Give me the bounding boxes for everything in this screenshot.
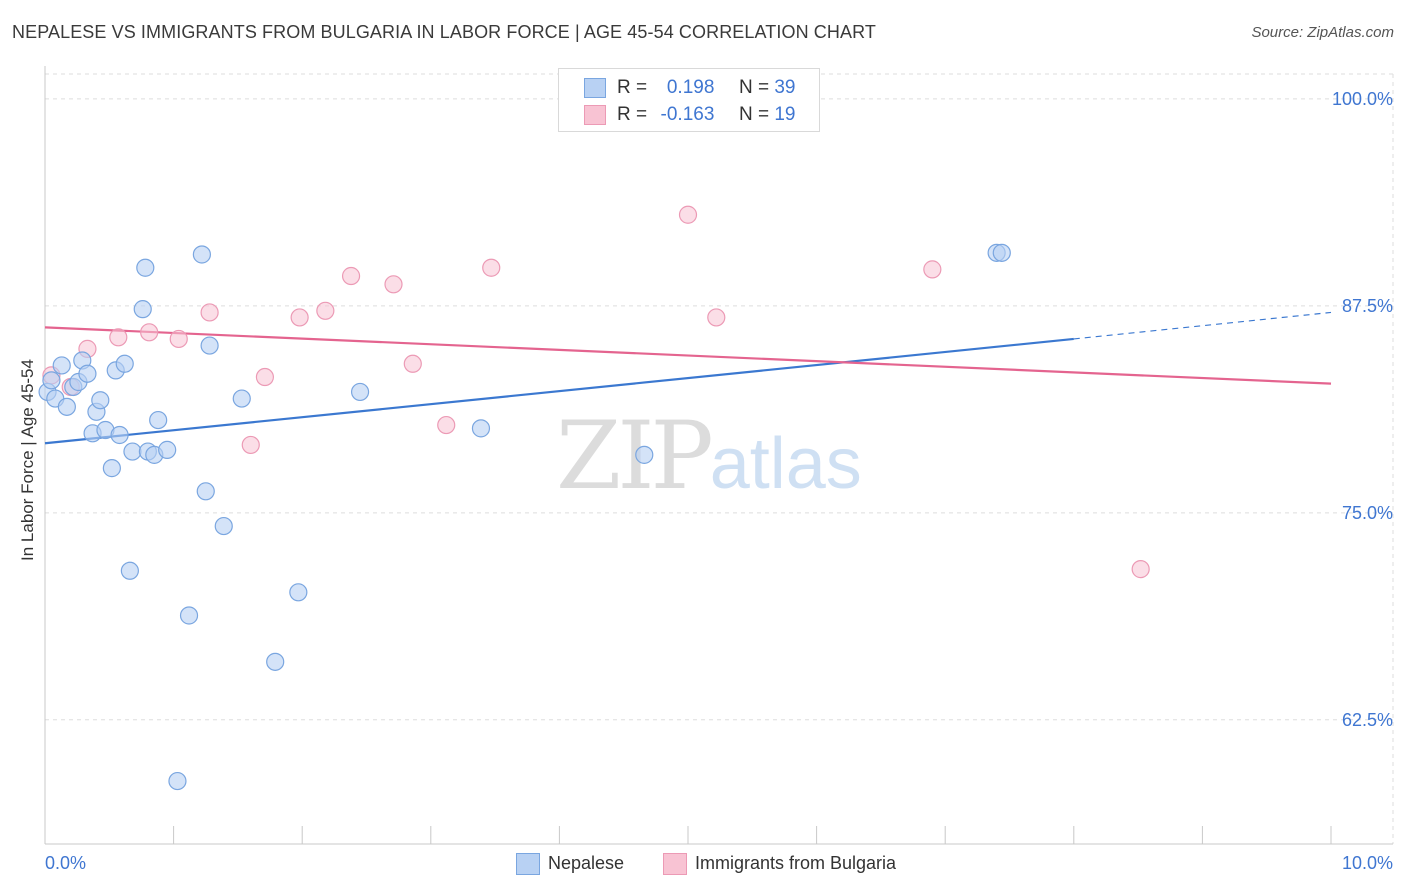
nepalese-point bbox=[149, 410, 168, 430]
r-value: -0.163 bbox=[660, 104, 715, 125]
bulgaria-point bbox=[109, 328, 128, 347]
nepalese-point bbox=[42, 371, 61, 390]
bulgaria-point bbox=[678, 205, 698, 224]
bulgaria-point bbox=[341, 266, 361, 286]
trend-lines bbox=[44, 311, 1332, 445]
source-credit: Source: ZipAtlas.com bbox=[1251, 24, 1394, 41]
nepalese-point bbox=[102, 459, 121, 478]
nepalese-point bbox=[214, 516, 233, 536]
nepalese-point bbox=[168, 771, 187, 791]
nepalese-point bbox=[52, 356, 71, 375]
nepalese-point bbox=[232, 389, 251, 408]
bulgaria-point bbox=[482, 258, 501, 277]
bulgaria-point bbox=[923, 260, 942, 279]
y-tick-label: 75.0% bbox=[1342, 503, 1393, 523]
nepalese-trend-line bbox=[44, 337, 1074, 445]
n-value: 19 bbox=[774, 104, 796, 125]
watermark: ZIPatlas bbox=[556, 402, 862, 511]
bulgaria-point bbox=[200, 303, 219, 322]
correlation-legend: R = 0.198 N = 39 R = -0.163 N = 19 bbox=[558, 68, 820, 132]
nepalese-point bbox=[133, 300, 152, 319]
n-label: N = bbox=[738, 104, 770, 125]
bulgaria-point bbox=[241, 435, 260, 455]
bulgaria-point bbox=[140, 323, 159, 342]
bulgaria-point bbox=[384, 275, 403, 294]
nepalese-point bbox=[192, 245, 211, 264]
tick-labels: 62.5% 75.0% 87.5% 100.0% 0.0% 10.0% bbox=[45, 89, 1393, 873]
bulgaria-swatch bbox=[584, 105, 606, 125]
y-tick-label: 100.0% bbox=[1332, 89, 1393, 109]
legend-stats: R = -0.163 N = 19 bbox=[617, 104, 795, 126]
nepalese-point bbox=[350, 382, 370, 402]
bulgaria-point bbox=[255, 367, 275, 387]
watermark-atlas: atlas bbox=[709, 424, 862, 504]
nepalese-point bbox=[91, 391, 110, 410]
r-value: 0.198 bbox=[666, 77, 715, 98]
bulgaria-point bbox=[437, 415, 456, 435]
chart-title: NEPALESE VS IMMIGRANTS FROM BULGARIA IN … bbox=[12, 22, 876, 42]
nepalese-point bbox=[179, 606, 199, 625]
nepalese-trend-extension bbox=[1073, 311, 1332, 340]
bulgaria-swatch bbox=[663, 853, 687, 875]
nepalese-point bbox=[196, 482, 215, 501]
r-label: R = bbox=[617, 77, 648, 98]
nepalese-point bbox=[120, 561, 139, 580]
nepalese-point bbox=[289, 583, 308, 602]
x-tick-label: 10.0% bbox=[1342, 853, 1393, 873]
bulgaria-point bbox=[1131, 560, 1150, 579]
watermark-zip: ZIP bbox=[556, 402, 714, 511]
y-tick-label: 87.5% bbox=[1342, 296, 1393, 316]
bulgaria-trend-line bbox=[44, 326, 1332, 385]
nepalese-point bbox=[992, 243, 1011, 262]
nepalese-point bbox=[471, 419, 491, 438]
bulgaria-point bbox=[290, 308, 309, 327]
grid-lines bbox=[45, 73, 1394, 844]
legend-label: Immigrants from Bulgaria bbox=[695, 853, 897, 873]
axes bbox=[44, 66, 1393, 845]
nepalese-point bbox=[57, 397, 76, 416]
series-legend: Nepalese Immigrants from Bulgaria bbox=[0, 852, 1406, 878]
bulgaria-point bbox=[169, 329, 188, 349]
bulgaria-point bbox=[707, 308, 726, 327]
n-label: N = bbox=[738, 77, 770, 98]
nepalese-point bbox=[115, 354, 134, 373]
nepalese-swatch bbox=[584, 78, 606, 98]
bulgaria-point bbox=[403, 354, 422, 373]
nepalese-point bbox=[136, 258, 155, 277]
nepalese-swatch bbox=[516, 853, 540, 875]
nepalese-point bbox=[266, 652, 285, 671]
nepalese-point bbox=[123, 442, 142, 461]
nepalese-point bbox=[635, 445, 654, 464]
nepalese-point bbox=[110, 425, 129, 445]
legend-label: Nepalese bbox=[548, 853, 625, 873]
x-tick-label: 0.0% bbox=[45, 853, 86, 873]
n-value: 39 bbox=[774, 77, 796, 98]
nepalese-point bbox=[78, 364, 97, 383]
r-label: R = bbox=[617, 104, 648, 125]
y-tick-label: 62.5% bbox=[1342, 710, 1393, 730]
nepalese-point bbox=[200, 336, 219, 355]
bulgaria-point bbox=[316, 301, 335, 320]
legend-stats: R = 0.198 N = 39 bbox=[617, 77, 795, 99]
data-points bbox=[38, 205, 1150, 791]
nepalese-point bbox=[158, 440, 177, 459]
